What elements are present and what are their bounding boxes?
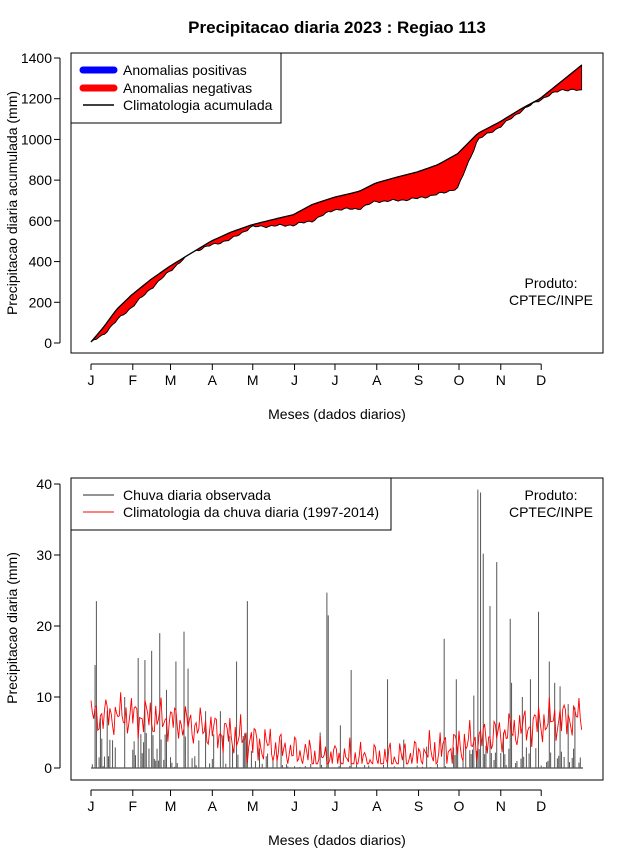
top-plot-frame (70, 52, 604, 354)
top-x-tick-label: J (291, 372, 298, 388)
top-series (90, 64, 583, 343)
figure-title: Precipitacao diaria 2023 : Regiao 113 (188, 18, 486, 37)
top-chart: 0 200 400 600 800 1000 1200 1400 J F M A M J J A S O N D P… (4, 50, 604, 422)
bottom-product-label: Produto: (525, 487, 578, 503)
bottom-ylabel: Precipitacao diaria (mm) (4, 552, 20, 704)
bottom-x-tick-label: J (331, 798, 338, 814)
bottom-x-tick-label: A (208, 798, 218, 814)
legend-label-negative: Anomalias negativas (123, 80, 252, 96)
bottom-x-tick-label: S (414, 798, 423, 814)
observed-cumulative-line (90, 88, 582, 343)
top-x-tick-label: S (414, 372, 423, 388)
top-product-source: CPTEC/INPE (509, 292, 593, 308)
bottom-x-tick-label: M (247, 798, 259, 814)
top-y-axis: 0 200 400 600 800 1000 1200 1400 (21, 50, 61, 351)
bottom-y-tick-label: 20 (36, 618, 52, 634)
bottom-product-source: CPTEC/INPE (509, 504, 593, 520)
top-x-tick-label: N (496, 372, 506, 388)
top-x-tick-label: O (454, 372, 465, 388)
climatology-cumulative-line (90, 64, 583, 343)
top-y-tick-label: 1000 (21, 131, 52, 147)
top-x-tick-label: M (247, 372, 259, 388)
legend-label-observed: Chuva diaria observada (123, 487, 271, 503)
top-y-tick-label: 400 (29, 254, 53, 270)
bottom-legend-box (70, 477, 392, 531)
bottom-xlabel: Meses (dados diarios) (268, 832, 406, 848)
top-x-tick-label: J (88, 372, 95, 388)
bottom-x-tick-label: M (165, 798, 177, 814)
bottom-y-tick-label: 10 (36, 689, 52, 705)
bottom-x-tick-label: O (454, 798, 465, 814)
legend-label-climatology-daily: Climatologia da chuva diaria (1997-2014) (123, 504, 379, 520)
bottom-x-tick-label: F (129, 798, 138, 814)
top-ylabel: Precipitacao diaria acumulada (mm) (4, 91, 20, 315)
top-legend: Anomalias positivas Anomalias negativas … (70, 52, 282, 124)
bottom-x-tick-label: J (291, 798, 298, 814)
legend-label-positive: Anomalias positivas (123, 62, 247, 78)
top-x-tick-label: D (536, 372, 546, 388)
bottom-x-tick-label: A (372, 798, 382, 814)
top-y-tick-label: 600 (29, 213, 53, 229)
bottom-x-tick-label: J (88, 798, 95, 814)
top-y-tick-label: 200 (29, 294, 53, 310)
top-y-tick-label: 1200 (21, 91, 52, 107)
bottom-x-tick-label: N (496, 798, 506, 814)
top-x-tick-label: F (129, 372, 138, 388)
bottom-y-tick-label: 0 (44, 760, 52, 776)
top-x-tick-label: M (165, 372, 177, 388)
bottom-y-tick-label: 40 (36, 476, 52, 492)
top-y-tick-label: 1400 (21, 50, 52, 66)
bottom-chart: 0 10 20 30 40 J F M A M J J A S O N D Precipitacao diar… (4, 476, 604, 848)
top-x-tick-label: A (208, 372, 218, 388)
top-x-tick-label: J (331, 372, 338, 388)
bottom-y-tick-label: 30 (36, 547, 52, 563)
top-xlabel: Meses (dados diarios) (268, 406, 406, 422)
top-y-tick-label: 0 (44, 335, 52, 351)
bottom-x-tick-label: D (536, 798, 546, 814)
bottom-y-axis: 0 10 20 30 40 (36, 476, 61, 776)
top-y-tick-label: 800 (29, 172, 53, 188)
bottom-series (90, 489, 583, 769)
top-x-tick-label: A (372, 372, 382, 388)
top-product-label: Produto: (525, 275, 578, 291)
climatology-daily-line (90, 692, 583, 766)
legend-label-climatology: Climatologia acumulada (123, 97, 273, 113)
bottom-legend: Chuva diaria observada Climatologia da c… (70, 477, 392, 531)
